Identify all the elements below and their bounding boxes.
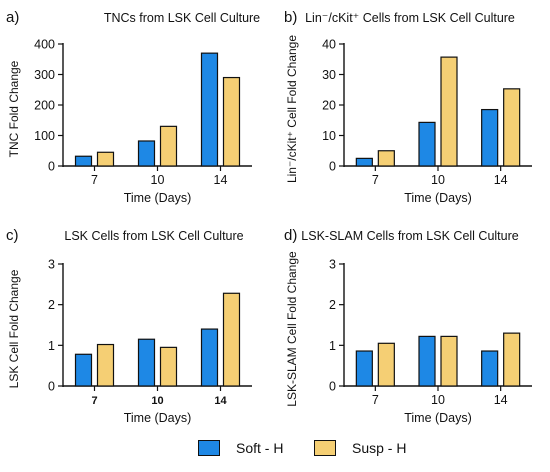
- y-tick-label: 40: [322, 38, 336, 52]
- bar-soft-day-14: [200, 328, 219, 387]
- x-tick-label: 14: [494, 393, 508, 407]
- x-tick-label: 7: [91, 173, 98, 187]
- y-tick-label: 20: [322, 99, 336, 113]
- bar-susp-day-14: [503, 88, 521, 167]
- x-tick-label: 10: [431, 173, 445, 187]
- bar-soft-day-14: [200, 52, 219, 167]
- y-tick-label: 3: [48, 258, 55, 272]
- x-tick-label: 10: [431, 393, 445, 407]
- bar-soft-day-10: [418, 121, 436, 167]
- bar-susp-day-7: [377, 150, 395, 167]
- bar-susp-day-7: [96, 151, 115, 167]
- legend-label-susp: Susp - H: [352, 440, 407, 456]
- y-tick-label: 100: [34, 129, 55, 143]
- y-tick-label: 0: [329, 160, 336, 174]
- y-tick-label: 10: [322, 129, 336, 143]
- y-tick-label: 0: [329, 380, 336, 394]
- chart-title: TNCs from LSK Cell Culture: [104, 11, 260, 25]
- legend-label-soft: Soft - H: [236, 440, 284, 456]
- chart-panel-2: b) Lin⁻/cKit⁺ Cells from LSK Cell Culture…: [284, 9, 532, 205]
- legend-item-soft: Soft - H: [198, 440, 283, 456]
- y-axis-title: TNC Fold Change: [7, 60, 21, 157]
- bar-susp-day-14: [222, 76, 241, 167]
- x-tick-label: 14: [214, 173, 228, 187]
- chart-title: LSK Cells from LSK Cell Culture: [64, 229, 243, 243]
- bar-soft-day-7: [355, 157, 373, 167]
- chart-panel-3: c) LSK Cells from LSK Cell Culture 0 1 2 3 7 10…: [6, 227, 252, 425]
- y-tick-label: 400: [34, 38, 55, 52]
- bar-soft-day-7: [74, 155, 93, 167]
- y-tick-label: 200: [34, 99, 55, 113]
- panel-label: d): [284, 227, 297, 244]
- x-tick-label: 7: [91, 395, 97, 407]
- y-tick-label: 2: [48, 298, 55, 312]
- bar-susp-day-14: [503, 332, 521, 387]
- bar-soft-day-14: [481, 108, 499, 167]
- x-axis-title: Time (Days): [404, 191, 472, 205]
- legend-swatch-susp: [314, 440, 336, 456]
- bar-susp-day-10: [159, 346, 178, 387]
- chart-title: Lin⁻/cKit⁺ Cells from LSK Cell Culture: [305, 11, 515, 25]
- y-tick-label: 3: [329, 258, 336, 272]
- y-tick-label: 300: [34, 68, 55, 82]
- bar-susp-day-10: [440, 56, 458, 167]
- bar-soft-day-10: [137, 338, 156, 387]
- bar-soft-day-7: [74, 353, 93, 387]
- bar-soft-day-7: [355, 350, 373, 387]
- chart-title: LSK-SLAM Cells from LSK Cell Culture: [301, 229, 518, 243]
- chart-panel-4: d) LSK-SLAM Cells from LSK Cell Culture 0 1…: [284, 227, 532, 425]
- x-axis-title: Time (Days): [124, 191, 192, 205]
- panel-label: a): [6, 9, 19, 26]
- legend-item-susp: Susp - H: [314, 440, 406, 456]
- bar-susp-day-14: [222, 292, 241, 387]
- bar-soft-day-10: [418, 335, 436, 387]
- chart-panel-1: a) TNCs from LSK Cell Culture 0 100 200 300 40…: [6, 9, 260, 205]
- legend-swatch-soft: [198, 440, 220, 456]
- bar-susp-day-10: [159, 125, 178, 167]
- y-axis-title: LSK Cell Fold Change: [7, 269, 21, 388]
- y-tick-label: 30: [322, 68, 336, 82]
- y-tick-label: 0: [48, 160, 55, 174]
- x-tick-label: 10: [151, 395, 163, 407]
- x-tick-label: 7: [372, 173, 379, 187]
- x-tick-label: 10: [151, 173, 165, 187]
- y-axis-title: Lin⁻/cKit⁺ Cell Fold Change: [285, 35, 299, 183]
- panel-label: c): [6, 227, 19, 244]
- y-axis-title: LSK-SLAM Cell Fold Change: [285, 251, 299, 407]
- x-tick-label: 14: [214, 395, 227, 407]
- y-tick-label: 1: [48, 339, 55, 353]
- bar-susp-day-10: [440, 335, 458, 387]
- y-tick-label: 0: [48, 380, 55, 394]
- y-tick-label: 2: [329, 298, 336, 312]
- x-tick-label: 14: [494, 173, 508, 187]
- panel-label: b): [284, 9, 297, 26]
- x-axis-title: Time (Days): [404, 411, 472, 425]
- y-tick-label: 1: [329, 339, 336, 353]
- bar-soft-day-14: [481, 350, 499, 387]
- bar-susp-day-7: [96, 343, 115, 387]
- bar-susp-day-7: [377, 342, 395, 387]
- x-tick-label: 7: [372, 393, 379, 407]
- x-axis-title: Time (Days): [124, 411, 192, 425]
- bar-soft-day-10: [137, 140, 156, 167]
- legend: Soft - H Susp - H: [0, 436, 550, 466]
